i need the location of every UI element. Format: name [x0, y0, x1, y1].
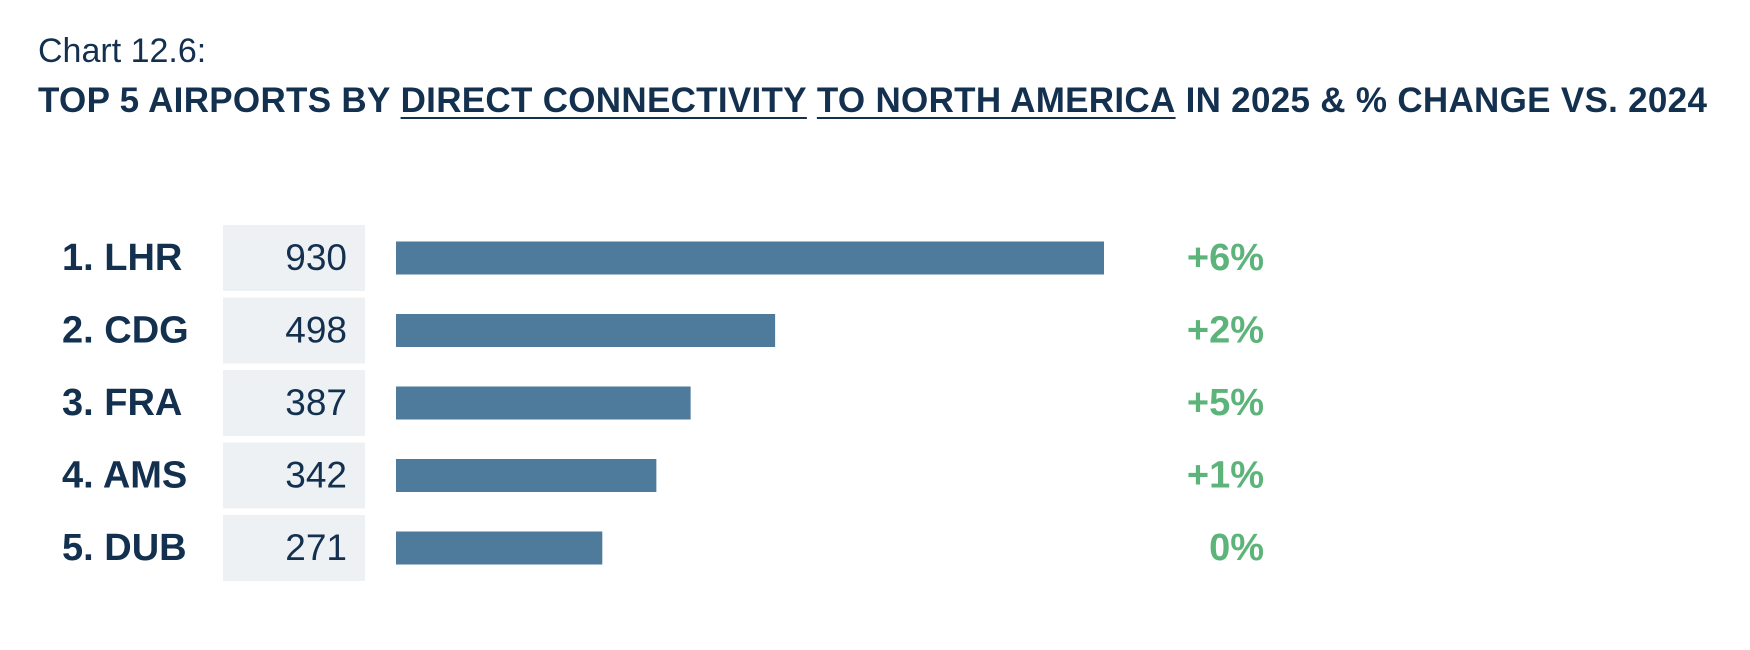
change-label: 0%: [1209, 527, 1264, 569]
change-label: +6%: [1187, 237, 1264, 279]
value-label: 342: [285, 454, 347, 495]
header: Chart 12.6: TOP 5 AIRPORTS BY DIRECT CONN…: [38, 32, 1717, 121]
value-label: 498: [285, 309, 347, 350]
value-box: [223, 225, 365, 291]
value-box: [223, 442, 365, 509]
category-label: 5. DUB: [62, 527, 187, 569]
bar: [396, 386, 691, 420]
title-part: TO NORTH AMERICA: [816, 81, 1176, 120]
value-box: [223, 515, 365, 581]
value-label: 930: [285, 237, 347, 278]
bar: [396, 241, 1104, 275]
bar: [396, 531, 603, 565]
change-label: +2%: [1187, 310, 1264, 352]
category-label: 2. CDG: [62, 310, 189, 352]
category-label: 1. LHR: [62, 237, 182, 279]
chart-title: TOP 5 AIRPORTS BY DIRECT CONNECTIVITY TO N…: [38, 81, 1717, 121]
category-label: 4. AMS: [62, 455, 187, 497]
change-label: +1%: [1187, 455, 1264, 497]
change-label: +5%: [1187, 382, 1264, 424]
value-box: [223, 370, 365, 436]
bar: [396, 459, 657, 492]
bar: [396, 314, 776, 347]
chart-number: Chart 12.6:: [38, 32, 207, 70]
title-part: TOP 5 AIRPORTS BY: [38, 81, 391, 120]
value-label: 271: [285, 527, 347, 568]
value-box: [223, 297, 365, 364]
category-label: 3. FRA: [62, 382, 182, 424]
title-part: IN 2025 & % CHANGE VS. 2024: [1185, 81, 1708, 120]
value-label: 387: [285, 382, 347, 423]
title-part: DIRECT CONNECTIVITY: [400, 81, 807, 120]
